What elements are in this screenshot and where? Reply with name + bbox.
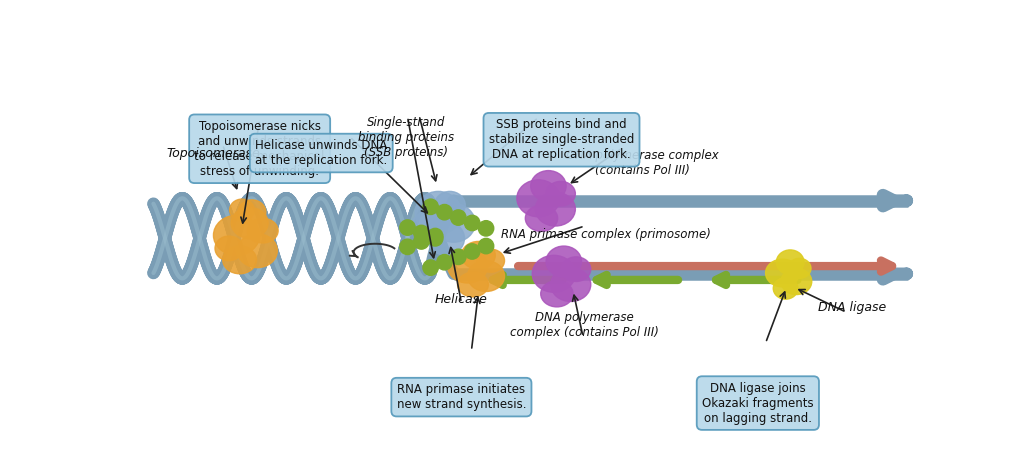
Circle shape [436,254,452,270]
Ellipse shape [247,219,278,243]
Circle shape [414,234,429,249]
Ellipse shape [467,261,505,292]
Ellipse shape [532,255,575,292]
Circle shape [423,199,438,214]
Ellipse shape [561,257,591,281]
Circle shape [427,228,443,244]
Text: Single-strand
binding proteins
(SSB proteins): Single-strand binding proteins (SSB prot… [358,116,454,159]
Text: DNA ligase: DNA ligase [819,301,887,314]
Ellipse shape [238,200,266,225]
Ellipse shape [415,191,461,235]
Text: Helicase: Helicase [435,293,487,306]
Circle shape [400,220,415,235]
Text: Topoisomerase nicks
and unwinds strands
to release mechanical
stress of unwindin: Topoisomerase nicks and unwinds strands … [194,120,325,178]
Text: DNA polymerase
complex (contains Pol III): DNA polymerase complex (contains Pol III… [510,311,659,339]
Circle shape [464,215,480,231]
Ellipse shape [215,236,243,261]
Ellipse shape [546,181,575,206]
Circle shape [451,210,466,225]
Ellipse shape [458,272,489,297]
Circle shape [427,231,443,246]
Ellipse shape [448,249,487,283]
Ellipse shape [237,234,277,268]
Ellipse shape [765,259,799,287]
Ellipse shape [411,211,446,242]
Ellipse shape [541,281,573,307]
Ellipse shape [461,242,496,269]
Circle shape [436,204,452,220]
Ellipse shape [525,205,558,231]
Circle shape [478,220,494,236]
Circle shape [400,239,415,254]
Ellipse shape [434,191,465,219]
Ellipse shape [530,170,566,202]
Ellipse shape [214,215,260,255]
Circle shape [414,225,429,241]
Text: Helicase unwinds DNA
at the replication fork.: Helicase unwinds DNA at the replication … [256,139,387,167]
Text: DNA polymerase complex
(contains Pol III): DNA polymerase complex (contains Pol III… [566,149,718,177]
Ellipse shape [517,180,560,217]
Ellipse shape [788,258,811,278]
Ellipse shape [477,249,505,272]
Ellipse shape [774,278,798,299]
Ellipse shape [427,221,464,255]
Ellipse shape [781,269,811,295]
Ellipse shape [546,246,582,277]
Circle shape [464,244,480,259]
Ellipse shape [230,199,254,220]
Circle shape [451,249,466,264]
Text: RNA primase complex (primosome): RNA primase complex (primosome) [501,228,711,241]
Text: RNA primase initiates
new strand synthesis.: RNA primase initiates new strand synthes… [397,383,526,411]
Ellipse shape [536,192,575,226]
Ellipse shape [551,268,591,302]
Ellipse shape [777,250,804,275]
Ellipse shape [223,246,257,274]
Ellipse shape [432,204,475,242]
Circle shape [423,260,438,275]
Ellipse shape [231,208,268,238]
Text: SSB proteins bind and
stabilize single-stranded
DNA at replication fork.: SSB proteins bind and stabilize single-s… [489,118,635,161]
Circle shape [478,238,494,254]
Text: Topoisomerase: Topoisomerase [167,147,261,160]
Text: DNA ligase joins
Okazaki fragments
on lagging strand.: DNA ligase joins Okazaki fragments on la… [702,381,814,425]
